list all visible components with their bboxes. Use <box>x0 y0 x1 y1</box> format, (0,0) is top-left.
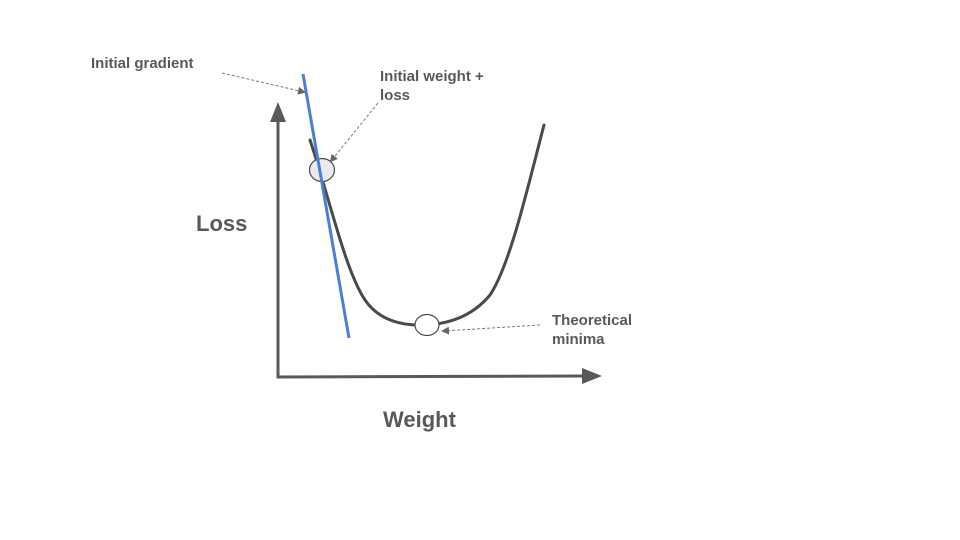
x-axis-arrowhead-icon <box>582 368 602 384</box>
gradient-line <box>301 73 351 339</box>
initial-weight-leader <box>329 102 379 163</box>
x-axis <box>276 368 602 384</box>
y-axis-arrowhead-icon <box>270 102 286 122</box>
x-axis-label: Weight <box>383 407 456 432</box>
minima-label-line1: Theoretical <box>552 312 633 329</box>
initial-gradient-leader <box>221 72 306 95</box>
minima-point <box>414 313 440 337</box>
minima-label-line2: minima <box>552 331 605 348</box>
minima-label: Theoretical minima <box>552 311 632 349</box>
initial-weight-label-line1: Initial weight + <box>380 68 484 85</box>
y-axis-label: Loss <box>196 211 248 236</box>
loss-curve <box>308 123 546 327</box>
initial-weight-label: Initial weight + loss <box>380 67 484 105</box>
initial-weight-label-line2: loss <box>380 87 411 104</box>
y-axis <box>270 102 286 378</box>
initial-gradient-label: Initial gradient <box>91 55 194 72</box>
minima-leader <box>441 324 541 335</box>
